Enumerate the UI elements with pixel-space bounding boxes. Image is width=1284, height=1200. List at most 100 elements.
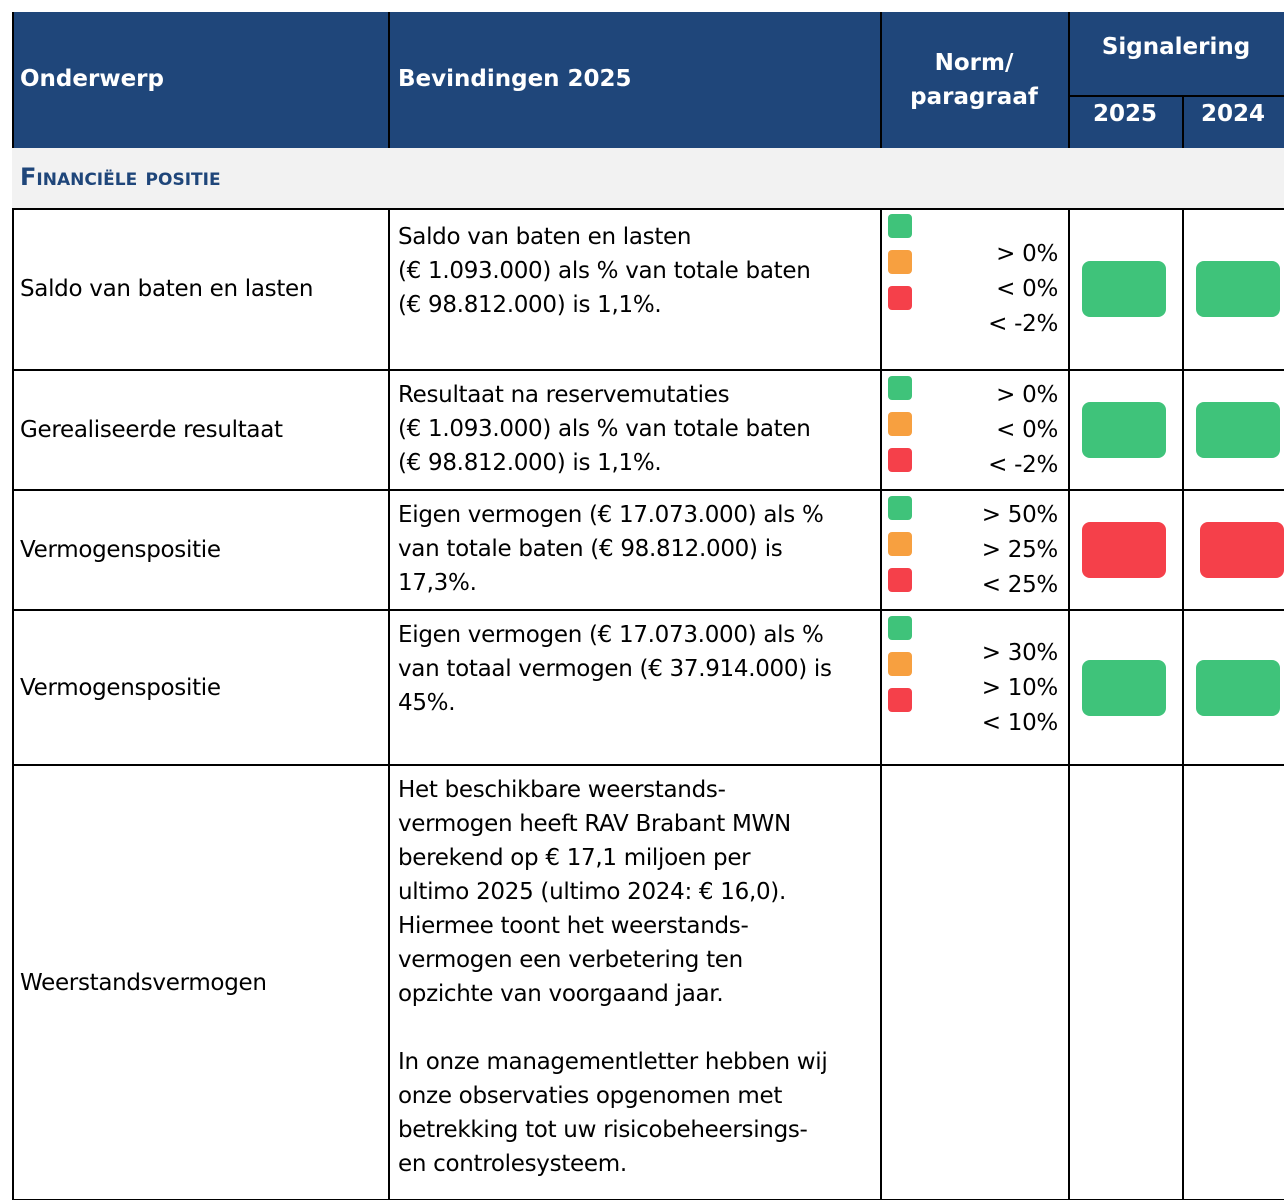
- cell-border: [388, 765, 390, 1200]
- signal-box: [1200, 522, 1284, 578]
- norm-swatch: [888, 688, 912, 712]
- cell-border: [1068, 12, 1070, 148]
- cell-border: [12, 765, 14, 1200]
- header-bg: [12, 12, 1284, 148]
- header-cell: 2024: [1200, 101, 1265, 127]
- bevinding-line: Resultaat na reservemutaties: [398, 382, 730, 408]
- norm-label: < 0%: [996, 276, 1058, 302]
- norm-label: < -2%: [988, 311, 1058, 337]
- bevinding-line: (€ 98.812.000) is 1,1%.: [398, 450, 662, 476]
- cell-border: [1182, 610, 1184, 765]
- cell-border: [1068, 370, 1070, 490]
- cell-border: [880, 490, 882, 610]
- cell-border: [1068, 610, 1070, 765]
- bevinding-line: van totaal vermogen (€ 37.914.000) is: [398, 656, 832, 682]
- signal-box: [1082, 659, 1166, 716]
- bevinding-line: (€ 1.093.000) als % van totale baten: [398, 258, 811, 284]
- norm-swatch: [888, 214, 912, 238]
- cell-border: [880, 12, 882, 148]
- bevinding-line: berekend op € 17,1 miljoen per: [398, 845, 751, 871]
- signal-box: [1196, 261, 1280, 317]
- norm-swatch: [888, 376, 912, 400]
- norm-label: < 0%: [996, 417, 1058, 443]
- bevinding-line: vermogen een verbetering ten: [398, 947, 743, 973]
- norm-label: > 10%: [981, 674, 1059, 701]
- cell-border: [1182, 95, 1184, 148]
- bevinding-line: (€ 98.812.000) is 1,1%.: [398, 292, 662, 318]
- bevinding-line: 45%.: [398, 690, 456, 716]
- norm-label: > 25%: [981, 537, 1059, 563]
- norm-label: > 30%: [981, 639, 1059, 666]
- bevinding-line: betrekking tot uw risicobeheersings-: [398, 1117, 808, 1143]
- cell-border: [12, 490, 14, 610]
- norm-label: > 0%: [996, 241, 1058, 267]
- signal-box: [1082, 261, 1166, 317]
- norm-swatch: [888, 616, 912, 640]
- cell-border: [1182, 765, 1184, 1200]
- bevinding-line: (€ 1.093.000) als % van totale baten: [398, 416, 811, 442]
- header-cell: Signalering: [1101, 34, 1251, 60]
- norm-label: > 0%: [996, 382, 1058, 408]
- bevinding-line: Eigen vermogen (€ 17.073.000) als %: [398, 622, 824, 648]
- norm-swatch: [888, 412, 912, 436]
- bevinding-line: Eigen vermogen (€ 17.073.000) als %: [398, 502, 824, 528]
- cell-border: [12, 208, 14, 370]
- signal-box: [1196, 402, 1280, 458]
- cell-border: [1182, 490, 1184, 610]
- norm-swatch: [888, 652, 912, 676]
- bevinding-line: van totale baten (€ 98.812.000) is: [398, 536, 783, 562]
- header-cell: Bevindingen 2025: [398, 66, 632, 92]
- cell-border: [1068, 95, 1284, 97]
- bevinding-line: Hiermee toont het weerstands-: [398, 913, 749, 939]
- cell-border: [12, 208, 1284, 210]
- cell-border: [880, 370, 882, 490]
- norm-label: > 50%: [981, 502, 1059, 528]
- cell-border: [1068, 765, 1070, 1200]
- section-title: Financiële positie: [20, 163, 221, 191]
- bevinding-line: vermogen heeft RAV Brabant MWN: [398, 811, 791, 837]
- signal-box: [1196, 659, 1280, 716]
- norm-swatch: [888, 532, 912, 556]
- norm-label: < 10%: [981, 709, 1059, 736]
- bevinding-line: In onze managementletter hebben wij: [398, 1049, 828, 1075]
- onderwerp: Vermogenspositie: [20, 674, 221, 701]
- cell-border: [388, 370, 390, 490]
- header-cell: paragraaf: [910, 84, 1038, 110]
- cell-border: [1182, 370, 1184, 490]
- cell-border: [388, 610, 390, 765]
- bevinding-line: Het beschikbare weerstands-: [398, 777, 726, 803]
- bevinding-line: Saldo van baten en lasten: [398, 224, 692, 250]
- signal-box: [1082, 522, 1166, 578]
- norm-swatch: [888, 286, 912, 310]
- norm-swatch: [888, 496, 912, 520]
- signal-box: [1082, 402, 1166, 458]
- norm-swatch: [888, 448, 912, 472]
- header-cell: Norm/: [934, 50, 1014, 76]
- onderwerp: Vermogenspositie: [20, 537, 221, 563]
- norm-label: < -2%: [988, 452, 1058, 478]
- bevinding-line: 17,3%.: [398, 570, 477, 596]
- cell-border: [12, 489, 1284, 491]
- header-cell: 2025: [1092, 101, 1157, 127]
- cell-border: [12, 370, 14, 490]
- cell-border: [388, 12, 390, 148]
- cell-border: [1068, 208, 1070, 370]
- norm-swatch: [888, 568, 912, 592]
- cell-border: [388, 208, 390, 370]
- cell-border: [1182, 208, 1184, 370]
- bevinding-line: en controlesysteem.: [398, 1151, 627, 1177]
- bevinding-line: ultimo 2025 (ultimo 2024: € 16,0).: [398, 879, 786, 905]
- cell-border: [388, 490, 390, 610]
- cell-border: [12, 12, 14, 148]
- bevinding-line: opzichte van voorgaand jaar.: [398, 981, 724, 1007]
- cell-border: [1068, 490, 1070, 610]
- onderwerp: Gerealiseerde resultaat: [20, 417, 283, 443]
- cell-border: [880, 765, 882, 1200]
- section-bg: [12, 148, 1284, 208]
- onderwerp: Saldo van baten en lasten: [20, 276, 314, 302]
- cell-border: [12, 610, 14, 765]
- cell-border: [880, 208, 882, 370]
- bevinding-line: onze observaties opgenomen met: [398, 1083, 783, 1109]
- cell-border: [12, 764, 1284, 766]
